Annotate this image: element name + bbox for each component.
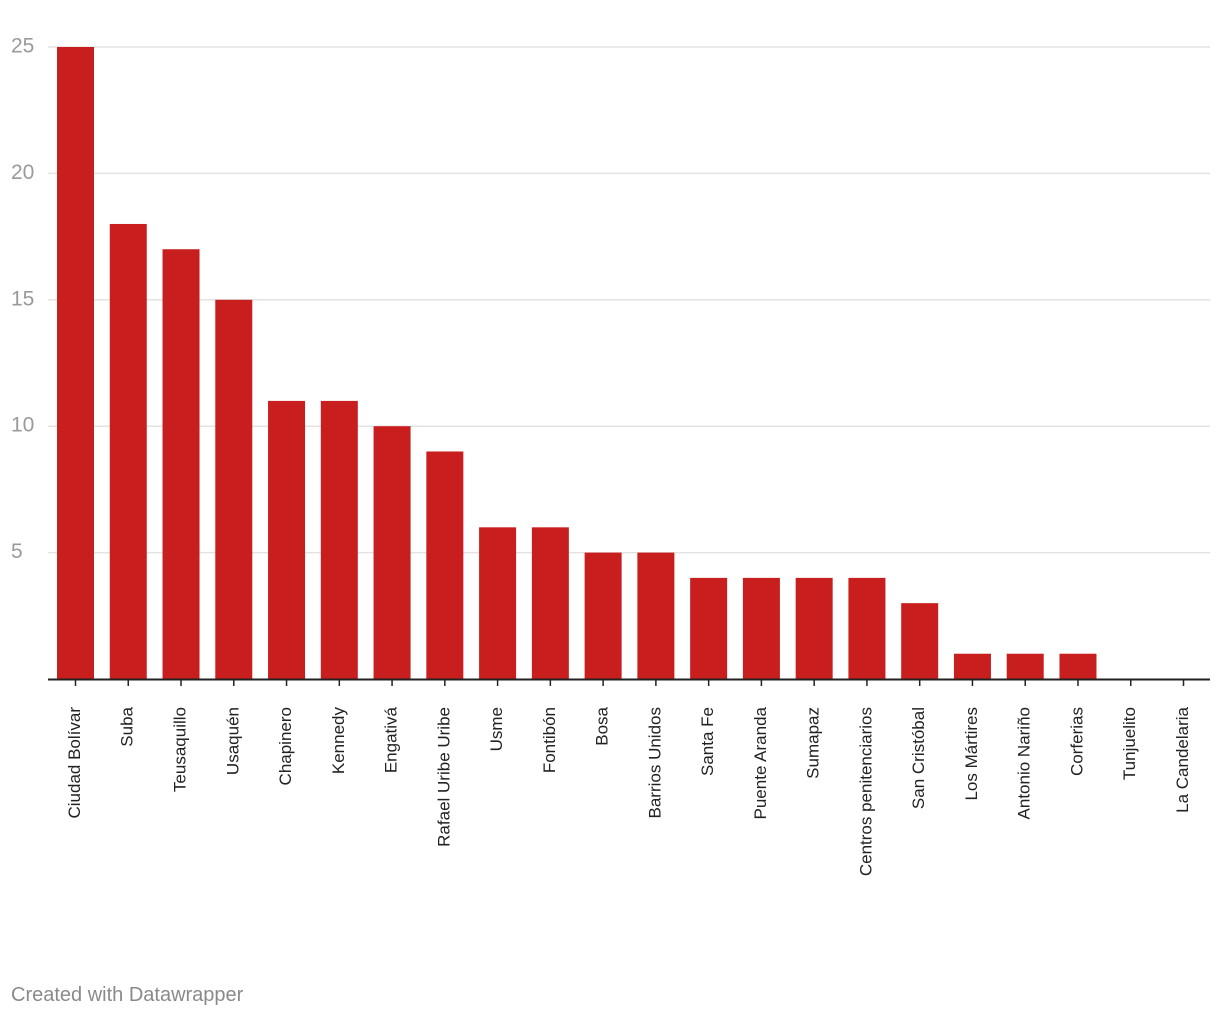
x-tick-label: Kennedy — [329, 707, 348, 775]
x-tick-label: Fontibón — [540, 707, 559, 773]
x-tick-label: Corferias — [1067, 707, 1086, 776]
y-tick-label: 20 — [11, 161, 34, 184]
x-tick-label: Sumapaz — [804, 707, 823, 779]
bars — [57, 47, 1097, 680]
x-tick-label: Tunjuelito — [1120, 707, 1139, 780]
x-axis-ticks: Ciudad Bolívar Suba Teusaquillo Usaquén Chap… — [65, 679, 1192, 876]
x-tick-label: San Cristóbal — [909, 707, 928, 809]
bar — [848, 577, 886, 679]
y-tick-label: 5 — [11, 540, 23, 563]
x-tick-label: Rafael Uribe Uribe — [434, 707, 453, 847]
x-tick-label: Engativá — [382, 706, 401, 773]
bar — [373, 426, 411, 679]
bar — [742, 577, 780, 679]
y-tick-label: 15 — [11, 287, 34, 310]
y-tick-label: 25 — [11, 35, 34, 58]
bar — [584, 552, 622, 679]
bar — [531, 527, 569, 679]
x-tick-label: Chapinero — [276, 707, 295, 785]
x-tick-label: Usme — [487, 707, 506, 751]
x-tick-label: Santa Fe — [698, 707, 717, 776]
bar — [320, 400, 358, 679]
bar — [215, 299, 253, 679]
bar — [1006, 653, 1044, 679]
x-tick-label: La Candelaria — [1173, 706, 1192, 812]
x-tick-label: Usaquén — [223, 707, 242, 775]
bar — [109, 223, 147, 679]
x-tick-label: Suba — [118, 706, 137, 746]
x-tick-label: Ciudad Bolívar — [65, 707, 84, 819]
x-tick-label: Antonio Nariño — [1015, 707, 1034, 819]
bar — [162, 249, 200, 680]
x-tick-label: Barrios Unidos — [645, 707, 664, 819]
bar — [268, 400, 306, 679]
bar — [901, 603, 939, 679]
x-tick-label: Los Mártires — [962, 707, 981, 801]
y-tick-label: 10 — [11, 414, 34, 437]
x-tick-label: Teusaquillo — [171, 707, 190, 792]
x-tick-label: Puente Aranda — [751, 706, 770, 819]
bar — [1059, 653, 1097, 679]
bar — [479, 527, 517, 679]
bar — [637, 552, 675, 679]
bar — [426, 451, 464, 679]
bar — [953, 653, 991, 679]
y-axis-ticks: 5 10 15 20 25 — [11, 35, 34, 564]
bar-chart: 5 10 15 20 25 Ciudad Bolívar Suba Teusaquillo U… — [11, 35, 1210, 876]
x-tick-label: Centros penitenciarios — [856, 707, 875, 876]
bar — [795, 577, 833, 679]
bar — [57, 47, 94, 679]
datawrapper-credit[interactable]: Created with Datawrapper — [11, 984, 244, 1006]
bar — [690, 577, 728, 679]
x-tick-label: Bosa — [593, 706, 612, 745]
